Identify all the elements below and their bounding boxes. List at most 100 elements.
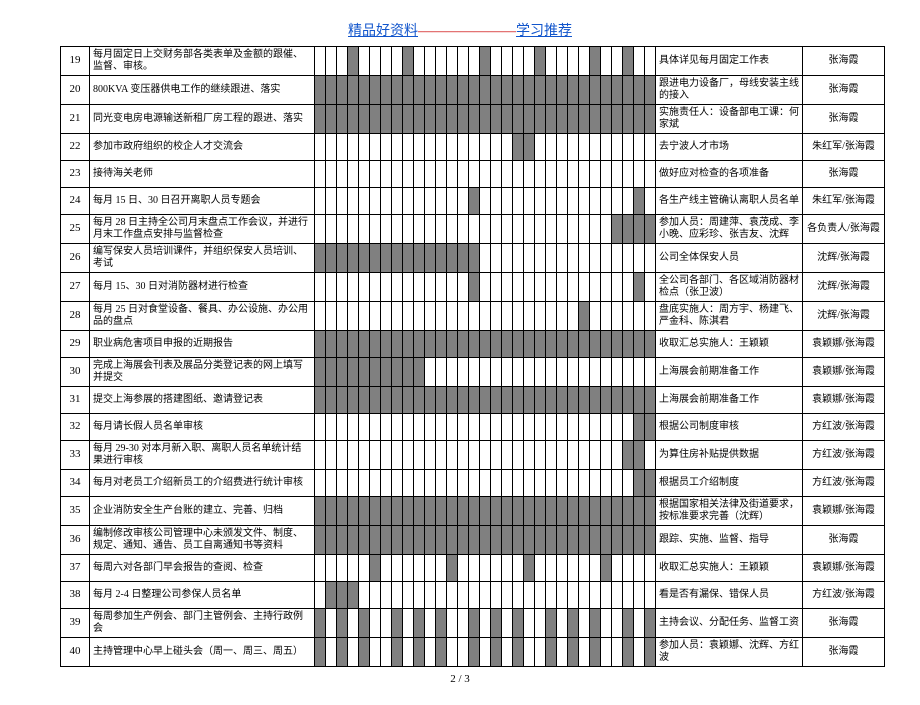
person-cell: 袁颖娜/张海霞 (803, 387, 885, 414)
table-row: 40主持管理中心早上碰头会（周一、周三、周五） 参加人员：袁颖娜、沈辉、方红波张海… (61, 638, 885, 667)
task-cell: 编写保安人员培训课件，并组织保安人员培训、考试 (90, 244, 315, 273)
row-number: 21 (61, 105, 90, 134)
table-row: 23接待海关老师做好应对检查的各项准备张海霞 (61, 161, 885, 188)
task-cell: 主持管理中心早上碰头会（周一、周三、周五） (90, 638, 315, 667)
person-cell: 袁颖娜/张海霞 (803, 497, 885, 526)
person-cell: 袁颖娜/张海霞 (803, 358, 885, 387)
table-row: 29职业病危害项目申报的近期报告 收取汇总实施人：王颖颖袁颖娜/张海霞 (61, 331, 885, 358)
task-cell: 企业消防安全生产台账的建立、完善、归档 (90, 497, 315, 526)
remark-cell: 跟进电力设备厂，母线安装主线的接入 (656, 76, 803, 105)
remark-cell: 全公司各部门、各区域消防器材检点（张卫波） (656, 273, 803, 302)
row-number: 32 (61, 414, 90, 441)
task-cell: 每月对老员工介绍新员工的介绍费进行统计审核 (90, 470, 315, 497)
row-number: 25 (61, 215, 90, 244)
gantt-cell (315, 609, 656, 638)
gantt-cell (315, 302, 656, 331)
person-cell: 袁颖娜/张海霞 (803, 555, 885, 582)
table-row: 35企业消防安全生产台账的建立、完善、归档根据国家相关法律及街道要求，按标准要求… (61, 497, 885, 526)
table-row: 32每月请长假人员名单审核根据公司制度审核方红波/张海霞 (61, 414, 885, 441)
row-number: 36 (61, 526, 90, 555)
gantt-cell (315, 387, 656, 414)
gantt-cell (315, 47, 656, 76)
gantt-cell (315, 526, 656, 555)
gantt-cell (315, 555, 656, 582)
remark-cell: 参加人员：袁颖娜、沈辉、方红波 (656, 638, 803, 667)
row-number: 38 (61, 582, 90, 609)
gantt-cell (315, 105, 656, 134)
person-cell: 方红波/张海霞 (803, 414, 885, 441)
gantt-cell (315, 441, 656, 470)
remark-cell: 盘底实施人：周方宇、杨建飞、严金科、陈淇君 (656, 302, 803, 331)
table-row: 27每月 15、30 日对消防器材进行检查全公司各部门、各区域消防器材检点（张卫… (61, 273, 885, 302)
task-cell: 编制修改审核公司管理中心未颁发文件、制度、规定、通知、通告、员工自离通知书等资料 (90, 526, 315, 555)
person-cell: 张海霞 (803, 47, 885, 76)
remark-cell: 收取汇总实施人：王颖颖 (656, 331, 803, 358)
remark-cell: 为算住房补贴提供数据 (656, 441, 803, 470)
table-row: 21同光变电房电源输送新租厂房工程的跟进、落实实施责任人：设备部电工课：何家斌张… (61, 105, 885, 134)
person-cell: 张海霞 (803, 76, 885, 105)
person-cell: 袁颖娜/张海霞 (803, 331, 885, 358)
gantt-cell (315, 244, 656, 273)
row-number: 20 (61, 76, 90, 105)
task-cell: 每周六对各部门早会报告的查阅、检查 (90, 555, 315, 582)
person-cell: 方红波/张海霞 (803, 582, 885, 609)
remark-cell: 看是否有漏保、错保人员 (656, 582, 803, 609)
person-cell: 张海霞 (803, 638, 885, 667)
row-number: 29 (61, 331, 90, 358)
person-cell: 朱红军/张海霞 (803, 188, 885, 215)
row-number: 22 (61, 134, 90, 161)
row-number: 24 (61, 188, 90, 215)
person-cell: 张海霞 (803, 526, 885, 555)
row-number: 40 (61, 638, 90, 667)
gantt-cell (315, 470, 656, 497)
remark-cell: 各生产线主管确认离职人员名单 (656, 188, 803, 215)
gantt-cell (315, 76, 656, 105)
gantt-cell (315, 582, 656, 609)
row-number: 39 (61, 609, 90, 638)
person-cell: 沈辉/张海霞 (803, 273, 885, 302)
table-row: 19每月固定日上交财务部各类表单及金额的跟催、监督、审核。具体详见每月固定工作表… (61, 47, 885, 76)
table-row: 22参加市政府组织的校企人才交流会去宁波人才市场朱红军/张海霞 (61, 134, 885, 161)
remark-cell: 根据员工介绍制度 (656, 470, 803, 497)
remark-cell: 上海展会前期准备工作 (656, 358, 803, 387)
remark-cell: 上海展会前期准备工作 (656, 387, 803, 414)
remark-cell: 参加人员：周建萍、袁茂成、李小晚、应彩珍、张吉友、沈辉 (656, 215, 803, 244)
remark-cell: 实施责任人：设备部电工课：何家斌 (656, 105, 803, 134)
task-cell: 同光变电房电源输送新租厂房工程的跟进、落实 (90, 105, 315, 134)
table-row: 36编制修改审核公司管理中心未颁发文件、制度、规定、通知、通告、员工自离通知书等… (61, 526, 885, 555)
table-row: 30完成上海展会刊表及展品分类登记表的网上填写并提交上海展会前期准备工作袁颖娜/… (61, 358, 885, 387)
row-number: 28 (61, 302, 90, 331)
schedule-table: 19每月固定日上交财务部各类表单及金额的跟催、监督、审核。具体详见每月固定工作表… (60, 46, 885, 667)
row-number: 35 (61, 497, 90, 526)
table-row: 31提交上海参展的搭建图纸、邀请登记表 上海展会前期准备工作袁颖娜/张海霞 (61, 387, 885, 414)
gantt-cell (315, 638, 656, 667)
gantt-cell (315, 215, 656, 244)
page-title: 精品好资料———————学习推荐 (60, 20, 860, 40)
task-cell: 职业病危害项目申报的近期报告 (90, 331, 315, 358)
remark-cell: 具体详见每月固定工作表 (656, 47, 803, 76)
table-row: 38每月 2-4 日整理公司参保人员名单 看是否有漏保、错保人员方红波/张海霞 (61, 582, 885, 609)
row-number: 31 (61, 387, 90, 414)
person-cell: 张海霞 (803, 609, 885, 638)
person-cell: 方红波/张海霞 (803, 470, 885, 497)
task-cell: 提交上海参展的搭建图纸、邀请登记表 (90, 387, 315, 414)
row-number: 34 (61, 470, 90, 497)
table-row: 24每月 15 日、30 日召开离职人员专题会 各生产线主管确认离职人员名单朱红军… (61, 188, 885, 215)
person-cell: 各负责人/张海霞 (803, 215, 885, 244)
gantt-cell (315, 134, 656, 161)
row-number: 30 (61, 358, 90, 387)
remark-cell: 去宁波人才市场 (656, 134, 803, 161)
task-cell: 每月 15 日、30 日召开离职人员专题会 (90, 188, 315, 215)
task-cell: 参加市政府组织的校企人才交流会 (90, 134, 315, 161)
person-cell: 方红波/张海霞 (803, 441, 885, 470)
person-cell: 沈辉/张海霞 (803, 244, 885, 273)
gantt-cell (315, 188, 656, 215)
table-row: 34每月对老员工介绍新员工的介绍费进行统计审核 根据员工介绍制度方红波/张海霞 (61, 470, 885, 497)
gantt-cell (315, 161, 656, 188)
title-dash: ——————— (418, 24, 516, 39)
task-cell: 每月 25 日对食堂设备、餐具、办公设施、办公用品的盘点 (90, 302, 315, 331)
table-row: 20800KVA 变压器供电工作的继续跟进、落实跟进电力设备厂，母线安装主线的接… (61, 76, 885, 105)
table-row: 37每周六对各部门早会报告的查阅、检查收取汇总实施人：王颖颖袁颖娜/张海霞 (61, 555, 885, 582)
task-cell: 每月 2-4 日整理公司参保人员名单 (90, 582, 315, 609)
page-footer: 2 / 3 (60, 673, 860, 685)
